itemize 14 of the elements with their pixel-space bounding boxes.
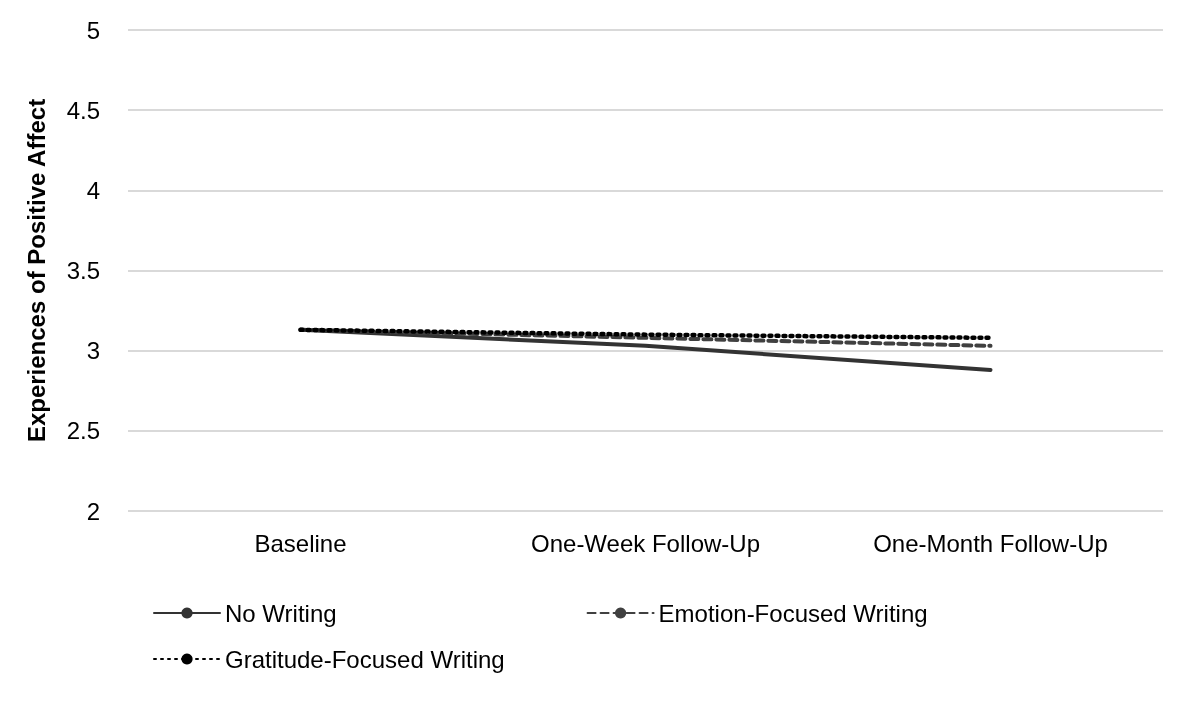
y-axis-title: Experiences of Positive Affect — [22, 98, 50, 443]
y-tick-label: 5 — [86, 16, 100, 44]
legend-label: Emotion-Focused Writing — [658, 599, 928, 627]
legend-label: Gratitude-Focused Writing — [225, 645, 505, 673]
y-tick-label: 2.5 — [66, 417, 100, 445]
y-tick-label: 3 — [86, 337, 100, 365]
legend-label: No Writing — [225, 599, 337, 627]
y-tick-label: 4.5 — [66, 96, 100, 124]
y-tick-label: 3.5 — [66, 257, 100, 284]
y-tick-label: 4 — [86, 176, 100, 204]
y-tick-label: 2 — [86, 497, 100, 525]
x-tick-label: One-Month Follow-Up — [873, 529, 1108, 557]
x-tick-label: One-Week Follow-Up — [531, 529, 760, 557]
x-tick-label: Baseline — [254, 529, 347, 557]
